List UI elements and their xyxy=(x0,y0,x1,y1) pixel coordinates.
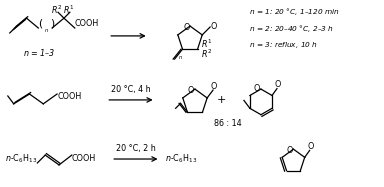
Text: $R^{2}$: $R^{2}$ xyxy=(202,48,213,60)
Text: $n$ = 3: reflux, 10 h: $n$ = 3: reflux, 10 h xyxy=(249,40,318,50)
Text: O: O xyxy=(275,80,281,89)
Text: O: O xyxy=(184,23,190,32)
Text: $_{n}$: $_{n}$ xyxy=(178,54,183,62)
Text: $n$ = 2: 20–40 °C, 2–3 h: $n$ = 2: 20–40 °C, 2–3 h xyxy=(249,22,334,33)
Text: COOH: COOH xyxy=(57,92,81,102)
Text: O: O xyxy=(211,22,217,30)
Text: O: O xyxy=(211,82,217,91)
Text: COOH: COOH xyxy=(72,154,96,163)
Text: +: + xyxy=(217,95,226,105)
Text: $R^{1}$: $R^{1}$ xyxy=(63,3,74,16)
Text: (: ( xyxy=(38,18,42,28)
Text: $R^{2}$: $R^{2}$ xyxy=(51,3,63,16)
Text: $n$ = 1: 20 °C, 1–120 min: $n$ = 1: 20 °C, 1–120 min xyxy=(249,6,340,17)
Text: ): ) xyxy=(50,18,54,28)
Text: O: O xyxy=(308,142,314,151)
Text: 20 °C, 2 h: 20 °C, 2 h xyxy=(116,144,156,153)
Text: $R^{1}$: $R^{1}$ xyxy=(202,38,213,50)
Text: COOH: COOH xyxy=(75,19,99,28)
Text: 20 °C, 4 h: 20 °C, 4 h xyxy=(111,85,151,94)
Text: $n$-C$_6$H$_{13}$: $n$-C$_6$H$_{13}$ xyxy=(5,153,37,165)
Text: $_{n}$: $_{n}$ xyxy=(44,27,49,35)
Text: $n$-C$_6$H$_{13}$: $n$-C$_6$H$_{13}$ xyxy=(166,153,198,165)
Text: O: O xyxy=(188,86,194,95)
Text: 86 : 14: 86 : 14 xyxy=(214,119,241,128)
Text: O: O xyxy=(286,146,293,155)
Text: O: O xyxy=(253,84,260,93)
Text: $n$ = 1–3: $n$ = 1–3 xyxy=(23,47,55,58)
